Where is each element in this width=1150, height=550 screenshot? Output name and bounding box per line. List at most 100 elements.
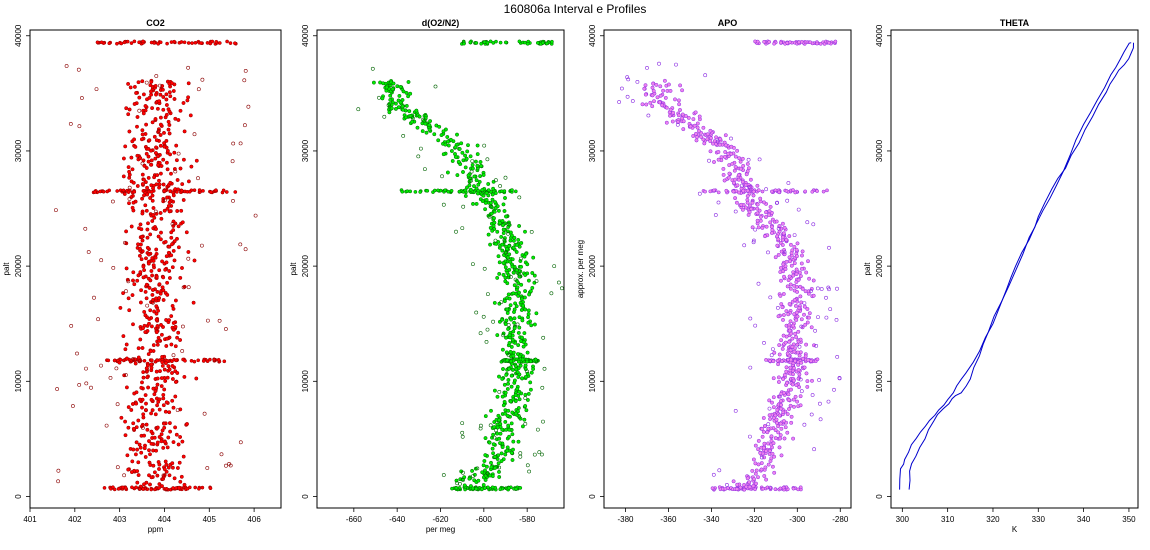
outlier-point (469, 178, 474, 183)
data-point (146, 352, 151, 357)
data-point (717, 142, 722, 147)
data-point (118, 305, 123, 310)
data-point (721, 166, 726, 171)
band-point (174, 358, 179, 363)
data-point (516, 330, 521, 335)
data-point (796, 329, 801, 334)
data-point (784, 365, 789, 370)
band-point (105, 189, 110, 194)
data-point (144, 151, 149, 156)
band-point (775, 358, 780, 363)
data-point (490, 446, 495, 451)
data-point (147, 285, 152, 290)
data-point (518, 363, 523, 368)
data-point (788, 348, 793, 353)
band-point (821, 189, 826, 194)
data-point (526, 312, 531, 316)
data-point (164, 344, 169, 348)
x-tick-label: 350 (1122, 515, 1136, 524)
outlier-point (488, 204, 493, 209)
outlier-point (200, 77, 205, 82)
data-point (652, 99, 656, 104)
data-point (491, 442, 496, 447)
data-point (743, 205, 748, 210)
outlier-point (751, 240, 756, 245)
band-point (93, 190, 97, 194)
data-point (400, 104, 405, 109)
data-point (705, 137, 710, 142)
data-point (167, 421, 172, 426)
data-point (158, 133, 163, 137)
band-point (768, 359, 772, 363)
data-point (131, 270, 136, 275)
data-point (155, 342, 160, 347)
data-point (455, 173, 460, 178)
data-point (785, 380, 789, 385)
data-point (530, 271, 535, 275)
band-point (192, 359, 197, 364)
data-point (660, 103, 665, 108)
data-point (161, 392, 166, 397)
outlier-point (219, 452, 224, 457)
data-point (737, 156, 742, 161)
data-point (139, 234, 144, 239)
outlier-point (733, 408, 738, 413)
data-point (526, 320, 531, 325)
data-point (181, 157, 186, 162)
data-point (171, 486, 176, 491)
outlier-point (482, 266, 487, 271)
data-point (186, 95, 191, 100)
data-point (791, 436, 796, 441)
data-point (127, 308, 132, 313)
data-point (124, 266, 129, 271)
data-point (758, 218, 763, 223)
data-point (142, 268, 147, 273)
outlier-point (711, 472, 716, 477)
data-point (167, 123, 172, 127)
data-point (782, 436, 787, 441)
data-point (691, 134, 696, 138)
band-point (773, 188, 778, 193)
band-point (825, 188, 829, 193)
outlier-point (242, 123, 247, 128)
data-point (681, 119, 686, 124)
data-point (150, 288, 155, 292)
data-point (666, 82, 671, 87)
data-point (194, 158, 199, 163)
data-point (500, 376, 505, 381)
data-point (789, 420, 794, 425)
data-point (745, 476, 750, 481)
data-point (807, 315, 811, 320)
data-point (481, 173, 486, 177)
data-point (165, 195, 170, 200)
data-point (793, 303, 798, 308)
data-point (791, 378, 796, 383)
data-point (181, 198, 186, 202)
data-point (163, 267, 168, 272)
data-point (511, 350, 516, 355)
data-point (760, 225, 765, 230)
data-point (173, 324, 178, 329)
data-point (136, 242, 140, 247)
outlier-point (157, 128, 161, 133)
outlier-point (748, 434, 752, 439)
data-point (139, 385, 144, 390)
band-point (710, 486, 715, 491)
data-point (664, 105, 669, 110)
data-point (171, 228, 176, 233)
data-point (136, 355, 141, 360)
outlier-point (461, 204, 466, 209)
outlier-point (753, 323, 758, 328)
data-point (180, 266, 184, 270)
data-point (796, 368, 801, 372)
data-point (512, 316, 517, 321)
outlier-point (124, 373, 128, 377)
data-point (180, 182, 185, 187)
y-tick-label: 30000 (14, 139, 23, 162)
data-point (474, 201, 479, 206)
outlier-point (243, 247, 248, 252)
data-point (782, 225, 787, 230)
data-point (789, 414, 794, 419)
y-tick-label: 10000 (14, 370, 23, 393)
